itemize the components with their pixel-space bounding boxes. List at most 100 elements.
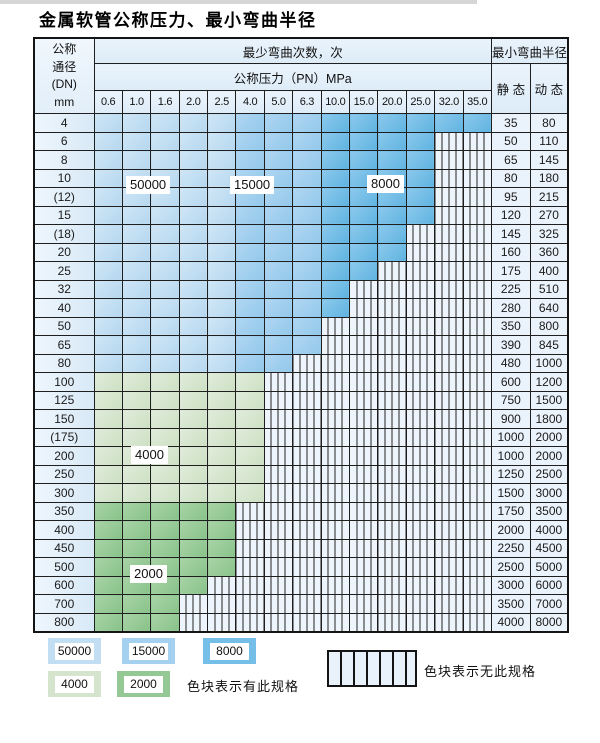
spec-cell-unavailable xyxy=(292,446,322,466)
spec-cell-available xyxy=(93,594,123,614)
spec-cell-available xyxy=(121,224,152,244)
spec-cell-available xyxy=(207,113,237,133)
dynamic-radius-value: 5000 xyxy=(529,557,569,577)
spec-cell-available xyxy=(235,113,265,133)
dn-label: (12) xyxy=(33,187,95,207)
dynamic-radius-value: 145 xyxy=(529,150,569,170)
spec-cell-available xyxy=(207,390,237,410)
dn-label: 32 xyxy=(33,279,95,299)
spec-cell-unavailable xyxy=(320,409,351,429)
table-row: 150 900 1800 xyxy=(33,409,569,429)
spec-cell-unavailable xyxy=(434,427,464,447)
spec-cell-unavailable xyxy=(349,446,379,466)
spec-cell-available xyxy=(93,205,123,225)
dynamic-radius-value: 400 xyxy=(529,261,569,281)
static-radius-value: 600 xyxy=(490,372,531,392)
spec-cell-unavailable xyxy=(405,464,436,484)
spec-cell-available xyxy=(207,335,237,355)
spec-cell-unavailable xyxy=(405,353,436,373)
spec-cell-available xyxy=(235,316,265,336)
spec-cell-unavailable xyxy=(377,520,407,540)
spec-cell-available xyxy=(263,113,294,133)
pressure-tick: 15.0 xyxy=(349,90,379,114)
static-radius-value: 4000 xyxy=(490,612,531,633)
spec-cell-available xyxy=(178,242,209,262)
pressure-tick: 25.0 xyxy=(405,90,436,114)
spec-cell-unavailable xyxy=(462,390,492,410)
spec-cell-unavailable xyxy=(462,446,492,466)
spec-cell-unavailable xyxy=(405,594,436,614)
spec-cell-unavailable xyxy=(349,520,379,540)
table-row: 80 480 1000 xyxy=(33,353,569,373)
spec-cell-available xyxy=(207,168,237,188)
spec-cell-unavailable xyxy=(320,575,351,595)
spec-cell-unavailable xyxy=(462,464,492,484)
spec-cell-available xyxy=(93,150,123,170)
static-radius-value: 80 xyxy=(490,168,531,188)
spec-cell-unavailable xyxy=(377,446,407,466)
spec-cell-available xyxy=(93,113,123,133)
spec-cell-available xyxy=(292,335,322,355)
spec-cell-unavailable xyxy=(263,594,294,614)
spec-cell-unavailable xyxy=(462,353,492,373)
no-spec-hatch-sample xyxy=(327,650,417,687)
spec-cell-available xyxy=(292,113,322,133)
spec-cell-unavailable xyxy=(377,316,407,336)
spec-cell-unavailable xyxy=(349,501,379,521)
spec-cell-unavailable xyxy=(377,464,407,484)
dn-label: 300 xyxy=(33,483,95,503)
pressure-tick: 5.0 xyxy=(263,90,294,114)
spec-cell-available xyxy=(207,557,237,577)
spec-cell-available xyxy=(235,131,265,151)
spec-cell-available xyxy=(178,335,209,355)
spec-cell-available xyxy=(93,242,123,262)
dn-label: (175) xyxy=(33,427,95,447)
spec-cell-available xyxy=(207,224,237,244)
spec-cell-unavailable xyxy=(462,187,492,207)
spec-cell-unavailable xyxy=(235,501,265,521)
spec-cell-available xyxy=(263,353,294,373)
spec-cell-unavailable xyxy=(405,316,436,336)
cycle-count-label: 2000 xyxy=(130,565,167,583)
spec-cell-available xyxy=(178,353,209,373)
pressure-tick: 4.0 xyxy=(235,90,265,114)
spec-cell-unavailable xyxy=(349,298,379,318)
legend-swatch: 2000 xyxy=(117,671,170,697)
spec-cell-unavailable xyxy=(292,427,322,447)
spec-cell-available xyxy=(121,501,152,521)
spec-cell-unavailable xyxy=(349,575,379,595)
dynamic-radius-value: 1500 xyxy=(529,390,569,410)
dynamic-radius-value: 4000 xyxy=(529,520,569,540)
spec-cell-available xyxy=(207,501,237,521)
spec-cell-available xyxy=(93,557,123,577)
dynamic-radius-header: 动 态 xyxy=(529,63,569,114)
spec-cell-unavailable xyxy=(405,483,436,503)
spec-cell-available xyxy=(320,298,351,318)
spec-cell-available xyxy=(121,131,152,151)
spec-cell-available xyxy=(349,150,379,170)
spec-cell-unavailable xyxy=(235,612,265,633)
spec-cell-available xyxy=(235,427,265,447)
spec-cell-available xyxy=(150,279,180,299)
spec-cell-available xyxy=(207,261,237,281)
table-row: 20 160 360 xyxy=(33,242,569,262)
spec-cell-unavailable xyxy=(462,150,492,170)
legend-swatch-label: 8000 xyxy=(210,642,249,660)
spec-cell-available xyxy=(178,464,209,484)
spec-cell-unavailable xyxy=(320,427,351,447)
table-row: (12) 95 215 xyxy=(33,187,569,207)
dn-label: 8 xyxy=(33,150,95,170)
spec-cell-unavailable xyxy=(263,464,294,484)
dn-label: 800 xyxy=(33,612,95,633)
spec-cell-unavailable xyxy=(434,353,464,373)
spec-cell-available xyxy=(263,298,294,318)
table-row: 25 175 400 xyxy=(33,261,569,281)
spec-cell-available xyxy=(178,409,209,429)
spec-cell-available xyxy=(93,464,123,484)
table-row: (18) 145 325 xyxy=(33,224,569,244)
spec-cell-unavailable xyxy=(405,409,436,429)
spec-cell-unavailable xyxy=(320,335,351,355)
spec-cell-available xyxy=(178,538,209,558)
spec-cell-unavailable xyxy=(349,483,379,503)
spec-cell-unavailable xyxy=(434,150,464,170)
